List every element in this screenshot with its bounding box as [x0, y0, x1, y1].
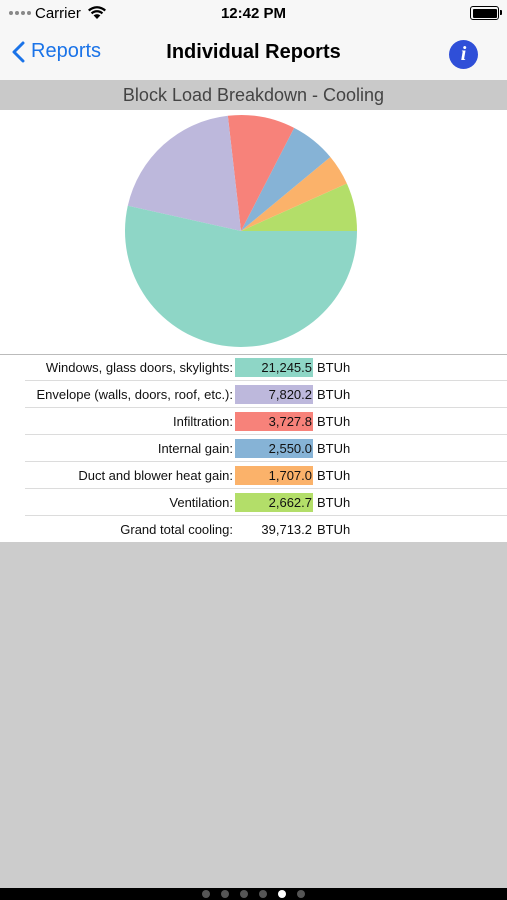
report-panel: Windows, glass doors, skylights: 21,245.5…: [0, 110, 507, 542]
total-value: 39,713.2: [261, 522, 312, 537]
page-dot[interactable]: [240, 890, 248, 898]
table-row: Internal gain: 2,550.0 BTUh: [25, 435, 507, 462]
row-label: Ventilation:: [169, 495, 233, 510]
pie-slice: [241, 127, 331, 231]
row-value: 2,662.7: [235, 493, 313, 512]
unit-label: BTUh: [317, 468, 351, 483]
table-row: Windows, glass doors, skylights: 21,245.5…: [25, 354, 507, 381]
pie-chart: [125, 115, 357, 347]
report-header: Block Load Breakdown - Cooling: [0, 80, 507, 110]
pie-slice: [125, 205, 357, 347]
page-dot[interactable]: [278, 890, 286, 898]
row-value: 3,727.8: [235, 412, 313, 431]
unit-label: BTUh: [317, 441, 351, 456]
unit-label: BTUh: [317, 522, 351, 537]
total-label: Grand total cooling:: [120, 522, 233, 537]
page-dot[interactable]: [297, 890, 305, 898]
unit-label: BTUh: [317, 387, 351, 402]
bottom-bar: [0, 888, 507, 900]
unit-label: BTUh: [317, 414, 351, 429]
pie-slice: [227, 115, 295, 231]
row-value: 7,820.2: [235, 385, 313, 404]
wifi-icon: [87, 4, 107, 25]
carrier-label: Carrier: [35, 5, 81, 22]
row-label: Windows, glass doors, skylights:: [45, 360, 233, 375]
info-button[interactable]: i: [449, 40, 478, 69]
breakdown-table: Windows, glass doors, skylights: 21,245.5…: [0, 354, 507, 543]
pie-slice: [241, 183, 357, 231]
row-value: 2,550.0: [235, 439, 313, 458]
navigation-bar: Reports Individual Reports i: [0, 28, 507, 80]
total-row: Grand total cooling: 39,713.2 BTUh: [25, 516, 507, 543]
back-button[interactable]: Reports: [12, 40, 101, 63]
pie-chart-area: [0, 110, 507, 354]
row-label: Infiltration:: [173, 414, 233, 429]
row-value: 1,707.0: [235, 466, 313, 485]
table-row: Duct and blower heat gain: 1,707.0 BTUh: [25, 462, 507, 489]
unit-label: BTUh: [317, 495, 351, 510]
page-title: Individual Reports: [166, 41, 341, 63]
pie-slice: [241, 157, 347, 231]
table-row: Ventilation: 2,662.7 BTUh: [25, 489, 507, 516]
row-label: Envelope (walls, doors, roof, etc.):: [36, 387, 233, 402]
row-value: 21,245.5: [235, 358, 313, 377]
unit-label: BTUh: [317, 360, 351, 375]
row-label: Internal gain:: [157, 441, 233, 456]
page-dot[interactable]: [259, 890, 267, 898]
table-row: Envelope (walls, doors, roof, etc.): 7,82…: [25, 381, 507, 408]
status-bar: Carrier 12:42 PM: [0, 0, 507, 28]
back-button-label: Reports: [31, 40, 102, 62]
row-label: Duct and blower heat gain:: [78, 468, 233, 483]
battery-icon: [470, 6, 502, 20]
pie-slice: [127, 115, 241, 231]
signal-strength-icon: [9, 11, 31, 15]
table-divider: [0, 354, 507, 355]
clock: 12:42 PM: [220, 5, 287, 22]
table-row: Infiltration: 3,727.8 BTUh: [25, 408, 507, 435]
page-indicator[interactable]: [0, 890, 507, 898]
page-dot[interactable]: [221, 890, 229, 898]
chevron-left-icon: [12, 41, 25, 62]
page-dot[interactable]: [202, 890, 210, 898]
